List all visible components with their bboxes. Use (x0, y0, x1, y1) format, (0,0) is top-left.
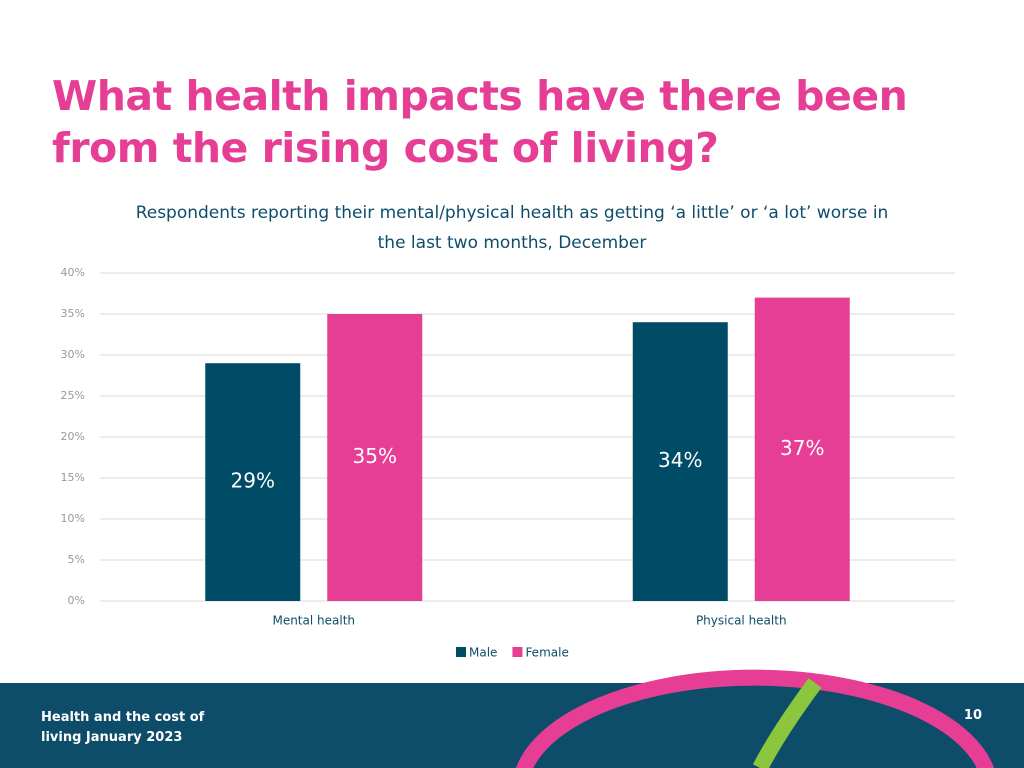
chart-subtitle: Respondents reporting their mental/physi… (135, 203, 889, 253)
y-tick-label: 30% (61, 348, 85, 361)
page-number: 10 (963, 708, 982, 723)
bar (327, 314, 423, 601)
y-tick-label: 35% (61, 307, 85, 320)
legend-label: Female (525, 646, 568, 660)
legend-label: Male (469, 646, 497, 660)
y-tick-label: 5% (68, 553, 85, 566)
value-label: 37% (780, 436, 824, 460)
x-tick-label: Mental health (272, 614, 355, 628)
y-tick-label: 10% (61, 512, 85, 525)
y-tick-label: 15% (61, 471, 85, 484)
value-label: 34% (658, 448, 702, 472)
slide-title: What health impacts have there been from… (52, 72, 908, 172)
y-tick-label: 40% (61, 266, 85, 279)
legend-swatch (512, 647, 523, 657)
footer-band (0, 683, 1024, 768)
bar (632, 322, 728, 601)
value-label: 35% (353, 444, 397, 468)
y-tick-label: 0% (68, 594, 85, 607)
bar (754, 297, 850, 601)
y-tick-label: 20% (61, 430, 85, 443)
value-label: 29% (231, 469, 275, 493)
x-tick-label: Physical health (696, 614, 787, 628)
decor-arc (516, 669, 994, 768)
legend-swatch (456, 647, 466, 657)
footer-text: Health and the cost of living January 20… (41, 710, 205, 745)
bar (205, 363, 301, 601)
decor-stroke (752, 678, 822, 768)
y-tick-label: 25% (61, 389, 85, 402)
